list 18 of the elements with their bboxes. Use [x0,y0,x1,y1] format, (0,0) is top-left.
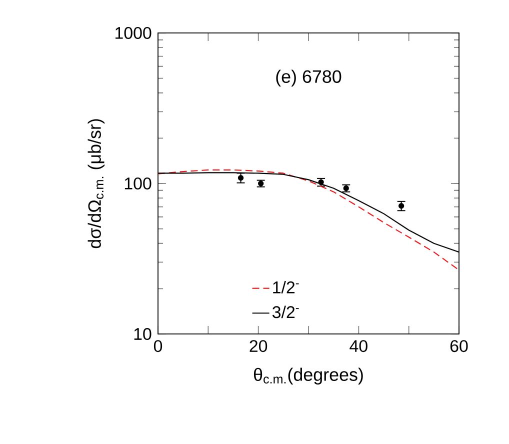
y-axis-title: dσ/dΩ$_{c.m.}$ (μb/sr) [88,119,105,248]
y-tick-label: 10 [134,328,152,340]
x-tick-label: 40 [350,340,368,352]
x-tick-label: 60 [450,340,468,352]
point [238,175,244,181]
legend-label: 3/2$^{-}$ [272,306,299,318]
point [343,185,349,192]
legend-label: 1/2$^{-}$ [273,280,299,294]
y-tick-label: 1000 [116,26,152,39]
point [258,180,264,186]
point [318,179,324,186]
y-tick-label: 100 [124,177,152,190]
x-tick-label: 0 [154,340,162,352]
x-axis-title: θ$_{c.m.}$(degrees) [254,368,363,385]
point [398,203,404,209]
line-series [158,169,459,271]
annotation: (e) 6780 [276,70,342,86]
x-tick-label: 20 [250,340,268,352]
